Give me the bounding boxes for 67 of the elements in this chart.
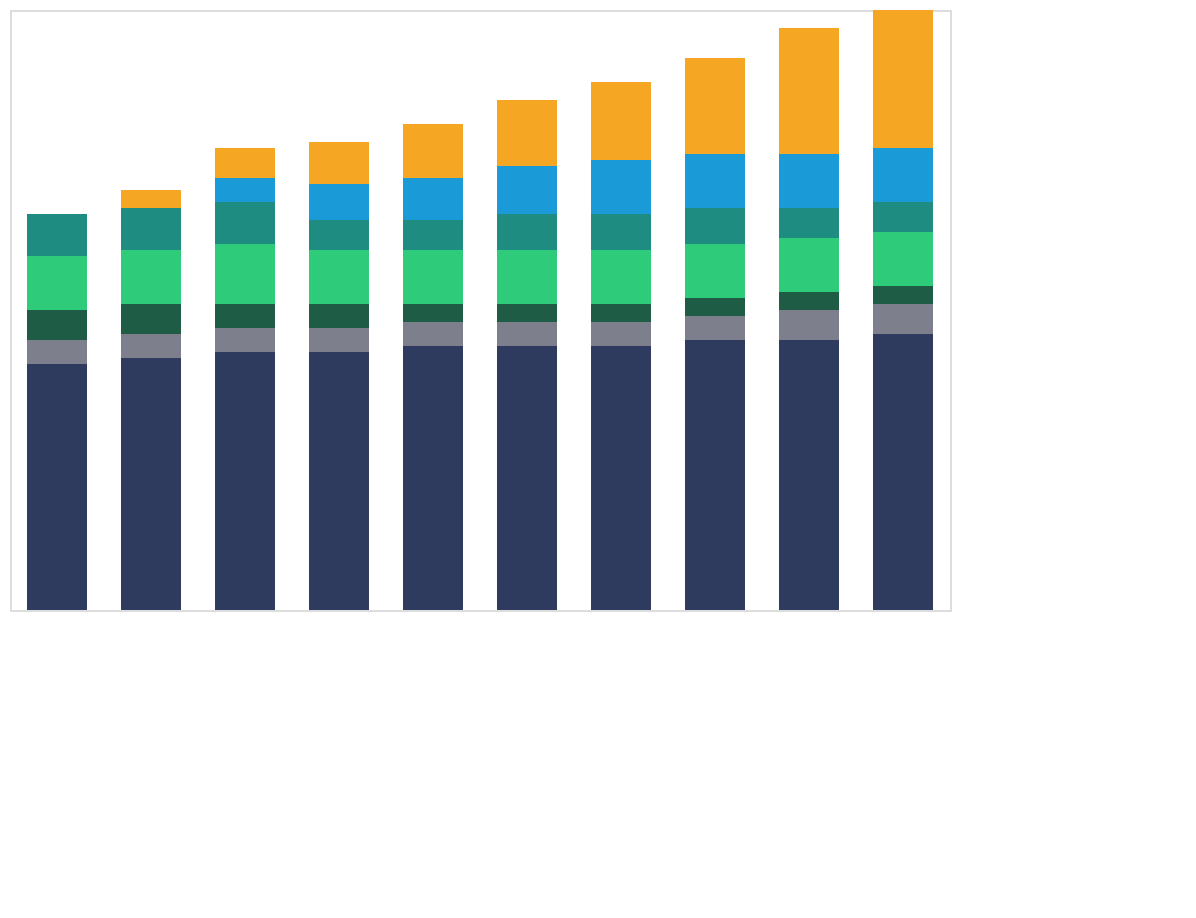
- bar: [309, 328, 369, 352]
- bar: [215, 178, 275, 202]
- bar: [779, 154, 839, 208]
- bar: [121, 334, 181, 358]
- bar: [121, 358, 181, 610]
- bar: [27, 364, 87, 610]
- bar: [215, 148, 275, 178]
- bar: [497, 166, 557, 214]
- bar: [497, 304, 557, 322]
- bar: [403, 322, 463, 346]
- bar: [873, 202, 933, 232]
- bar: [873, 232, 933, 286]
- bar: [685, 298, 745, 316]
- bar: [779, 28, 839, 154]
- bar: [685, 58, 745, 154]
- bar: [27, 310, 87, 340]
- bar: [403, 346, 463, 610]
- bar: [403, 178, 463, 220]
- bar: [121, 208, 181, 250]
- bar: [27, 214, 87, 256]
- bar: [591, 322, 651, 346]
- bar: [685, 316, 745, 340]
- bar: [779, 238, 839, 292]
- bar: [497, 100, 557, 166]
- bar: [685, 208, 745, 244]
- bar: [403, 220, 463, 250]
- bar: [403, 250, 463, 304]
- bar: [873, 148, 933, 202]
- bar: [215, 328, 275, 352]
- bar: [309, 220, 369, 250]
- bar: [779, 310, 839, 340]
- bar: [403, 304, 463, 322]
- bar: [309, 250, 369, 304]
- bar: [215, 202, 275, 244]
- bar: [27, 256, 87, 310]
- bar: [121, 304, 181, 334]
- bar: [309, 352, 369, 610]
- bar: [497, 214, 557, 250]
- bar: [591, 160, 651, 214]
- bar: [497, 346, 557, 610]
- bar: [591, 250, 651, 304]
- bar: [215, 304, 275, 328]
- bar: [779, 340, 839, 610]
- bar: [497, 250, 557, 304]
- bar: [591, 214, 651, 250]
- bar: [215, 352, 275, 610]
- bar: [873, 334, 933, 610]
- bar: [27, 340, 87, 364]
- bar: [403, 124, 463, 178]
- bar: [779, 208, 839, 238]
- bar: [591, 82, 651, 160]
- bar: [873, 10, 933, 148]
- bar: [591, 304, 651, 322]
- bar: [121, 190, 181, 208]
- bar: [309, 142, 369, 184]
- bar: [685, 340, 745, 610]
- bar: [309, 304, 369, 328]
- bar: [873, 304, 933, 334]
- bar: [873, 286, 933, 304]
- bar: [309, 184, 369, 220]
- bar: [591, 346, 651, 610]
- bar: [779, 292, 839, 310]
- bar: [121, 250, 181, 304]
- bar: [685, 244, 745, 298]
- bar: [215, 244, 275, 304]
- bar: [497, 322, 557, 346]
- bar: [685, 154, 745, 208]
